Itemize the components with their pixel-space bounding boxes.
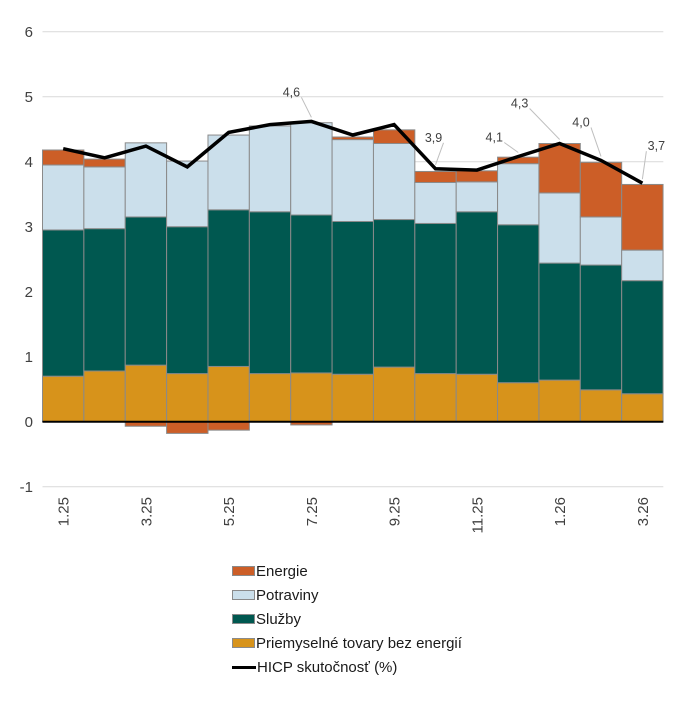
bar-segment-potraviny-6.25	[248, 125, 292, 213]
bar-segment-priemyseln-tovary-bez-energi--2.26	[579, 389, 623, 423]
bar-segment-energie-3.26	[621, 183, 664, 251]
bar-segment-priemyseln-tovary-bez-energi--12.25	[497, 382, 540, 423]
bar-segment-slu-by-10.25	[414, 222, 457, 375]
legend-item-energie: Energie	[232, 559, 462, 583]
legend-item-potraviny: Potraviny	[232, 583, 462, 607]
line-point-label: 4,0	[572, 115, 589, 129]
label-leader-line	[590, 127, 602, 157]
bar-segment-energie-5.25	[207, 421, 250, 431]
x-axis-tick-label: 1.26	[552, 497, 569, 526]
bar-segment-potraviny-11.25	[455, 181, 499, 213]
legend-item-priemyselne: Priemyselné tovary bez energií	[232, 631, 462, 655]
bar-segment-priemyseln-tovary-bez-energi--6.25	[248, 373, 292, 423]
bar-segment-priemyseln-tovary-bez-energi--4.25	[166, 373, 209, 423]
bar-segment-energie-10.25	[414, 170, 457, 183]
bar-segment-energie-8.25	[331, 136, 374, 141]
bar-segment-priemyseln-tovary-bez-energi--5.25	[207, 365, 250, 423]
label-leader-line	[641, 151, 647, 180]
bar-segment-potraviny-5.25	[207, 134, 250, 211]
legend-label-energie: Energie	[256, 562, 308, 580]
bar-segment-priemyseln-tovary-bez-energi--11.25	[455, 373, 499, 423]
bar-segment-potraviny-4.25	[166, 160, 209, 228]
label-leader-line	[529, 108, 560, 140]
x-axis-tick-label: 3.26	[635, 497, 652, 526]
bar-segment-potraviny-3.26	[621, 249, 664, 282]
line-point-label: 4,3	[511, 97, 528, 111]
label-leader-line	[503, 142, 519, 153]
line-point-label: 4,6	[283, 85, 300, 99]
bar-segment-priemyseln-tovary-bez-energi--3.26	[621, 393, 664, 423]
legend-label-potraviny: Potraviny	[256, 586, 319, 604]
legend-line-key-hicp	[232, 665, 256, 669]
bar-segment-priemyseln-tovary-bez-energi--8.25	[331, 373, 374, 423]
bar-segment-slu-by-12.25	[497, 224, 540, 384]
bar-segment-slu-by-5.25	[207, 209, 250, 367]
bar-segment-slu-by-3.26	[621, 280, 664, 395]
bar-segment-slu-by-1.25	[42, 229, 85, 377]
bar-segment-slu-by-3.25	[124, 216, 168, 366]
bar-segment-priemyseln-tovary-bez-energi--9.25	[372, 366, 416, 423]
y-axis-tick-label: 6	[25, 24, 33, 41]
line-point-label: 3,9	[425, 131, 442, 145]
bar-segment-energie-4.25	[166, 421, 209, 434]
bar-segment-priemyseln-tovary-bez-energi--10.25	[414, 373, 457, 423]
x-axis-tick-label: 9.25	[387, 497, 404, 526]
x-axis-tick-label: 1.25	[56, 497, 73, 526]
bar-segment-priemyseln-tovary-bez-energi--2.25	[83, 370, 126, 423]
y-axis-tick-label: 4	[25, 154, 33, 171]
bar-segment-priemyseln-tovary-bez-energi--1.25	[42, 375, 85, 423]
bar-segment-slu-by-11.25	[455, 211, 499, 375]
legend-color-key-energie	[232, 566, 255, 576]
bar-segment-slu-by-4.25	[166, 226, 209, 375]
legend-color-key-potraviny	[232, 590, 255, 600]
y-axis-tick-label: -1	[20, 479, 33, 496]
bar-segment-slu-by-7.25	[290, 214, 333, 374]
bar-segment-slu-by-9.25	[372, 219, 416, 368]
bar-segment-priemyseln-tovary-bez-energi--1.26	[538, 379, 581, 423]
bar-segment-slu-by-6.25	[248, 211, 292, 375]
bar-segment-potraviny-10.25	[414, 182, 457, 224]
bar-segment-slu-by-1.26	[538, 262, 581, 381]
bar-segment-priemyseln-tovary-bez-energi--7.25	[290, 372, 333, 423]
legend-item-sluzby: Služby	[232, 607, 462, 631]
bar-segment-energie-2.25	[83, 158, 126, 168]
bar-segment-slu-by-2.26	[579, 264, 623, 391]
x-axis-tick-label: 3.25	[138, 497, 155, 526]
bar-segment-energie-11.25	[455, 170, 499, 183]
legend-label-sluzby: Služby	[256, 610, 302, 628]
bar-segment-potraviny-9.25	[372, 143, 416, 221]
bar-segment-potraviny-8.25	[331, 139, 374, 223]
legend-color-key-priemyselne	[232, 638, 255, 648]
y-axis-tick-label: 2	[25, 284, 33, 301]
bar-segment-potraviny-1.26	[538, 192, 581, 264]
bar-segment-potraviny-7.25	[290, 122, 333, 216]
bar-segment-potraviny-12.25	[497, 163, 540, 226]
legend-color-key-sluzby	[232, 614, 255, 624]
y-axis-tick-label: 5	[25, 89, 33, 106]
bar-segment-potraviny-2.25	[83, 166, 126, 230]
chart-legend: Energie Potraviny Služby Priemyselné tovary…	[232, 559, 462, 679]
label-leader-line	[435, 142, 444, 166]
y-axis-tick-label: 3	[25, 219, 33, 236]
bar-segment-priemyseln-tovary-bez-energi--3.25	[124, 364, 168, 423]
y-axis-tick-label: 0	[25, 414, 33, 431]
legend-label-priemyselne: Priemyselné tovary bez energií	[256, 634, 462, 652]
hicp-stacked-bar-chart: 6 5 4 3 2 1 0 -1 4,6 3,9 4,1 4,3 4,0 3,7 1.25 3.25 5.25 7…	[20, 24, 665, 533]
label-leader-line	[300, 97, 312, 118]
x-axis-tick-label: 11.25	[469, 497, 486, 533]
x-axis-tick-label: 7.25	[304, 497, 321, 526]
legend-item-hicp: HICP skutočnosť (%)	[232, 655, 462, 679]
bar-segment-potraviny-2.26	[579, 216, 623, 266]
x-axis-tick-label: 5.25	[221, 497, 238, 526]
bar-segment-slu-by-2.25	[83, 228, 126, 372]
line-point-label: 3,7	[648, 139, 665, 153]
bar-segment-potraviny-1.25	[42, 164, 85, 231]
bar-segment-energie-2.26	[579, 161, 623, 218]
bar-segment-slu-by-8.25	[331, 221, 374, 375]
line-point-label: 4,1	[486, 131, 503, 145]
legend-label-hicp: HICP skutočnosť (%)	[257, 658, 398, 676]
hicp-line	[62, 119, 644, 185]
y-axis-tick-label: 1	[25, 349, 33, 366]
